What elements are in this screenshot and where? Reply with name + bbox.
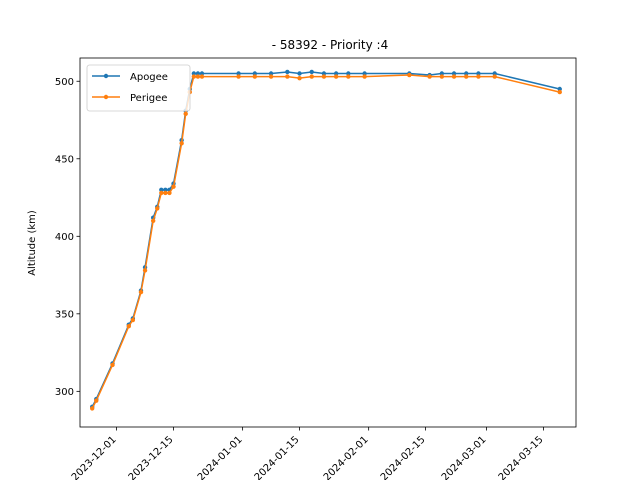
perigee-point: [427, 74, 432, 79]
perigee-point: [183, 111, 188, 117]
perigee-point: [252, 74, 258, 79]
perigee-point: [309, 74, 314, 79]
perigee-point: [110, 362, 115, 368]
perigee-point: [179, 141, 184, 146]
perigee-point: [130, 317, 136, 323]
apogee-point: [492, 71, 497, 76]
plot-area: [90, 69, 562, 411]
perigee-point: [199, 74, 205, 79]
apogee-point: [199, 71, 205, 76]
apogee-point: [195, 71, 201, 76]
perigee-point: [171, 184, 176, 189]
chart-title: - 58392 - Priority :4: [272, 38, 388, 52]
plot-frame: [79, 57, 577, 428]
perigee-point: [346, 74, 351, 79]
apogee-point: [309, 69, 314, 75]
legend-perigee-marker: [103, 94, 109, 100]
perigee-point: [492, 74, 497, 79]
perigee-point: [362, 74, 367, 79]
legend: Apogee Perigee: [86, 64, 191, 112]
apogee-point: [159, 187, 164, 192]
perigee-point: [451, 74, 457, 79]
apogee-point: [236, 71, 241, 76]
apogee-point: [163, 187, 168, 192]
apogee-point: [362, 71, 367, 76]
perigee-point: [167, 190, 172, 196]
perigee-point: [407, 72, 412, 78]
apogee-point: [191, 71, 197, 76]
apogee-point: [321, 71, 327, 76]
legend-apogee-label: Apogee: [130, 72, 168, 83]
y-tick-label: 400: [55, 232, 74, 243]
apogee-point: [346, 71, 351, 76]
perigee-point: [191, 74, 197, 79]
apogee-point: [297, 71, 302, 76]
perigee-point: [94, 398, 99, 403]
apogee-point: [252, 71, 258, 76]
perigee-point: [285, 74, 290, 79]
perigee-point: [155, 206, 160, 211]
perigee-point: [297, 75, 302, 81]
apogee-point: [333, 71, 339, 76]
perigee-point: [333, 74, 339, 79]
y-tick-label: 300: [55, 387, 74, 398]
apogee-point: [464, 71, 469, 76]
perigee-point: [557, 89, 562, 95]
perigee-point: [439, 74, 445, 79]
y-tick-label: 450: [55, 154, 74, 165]
apogee-point: [557, 86, 562, 92]
perigee-point: [126, 324, 131, 329]
y-tick-label: 350: [55, 309, 74, 320]
perigee-point: [236, 74, 241, 79]
perigee-point: [195, 74, 201, 79]
perigee-point: [321, 74, 327, 79]
apogee-point: [476, 71, 481, 76]
perigee-point: [138, 289, 144, 295]
perigee-point: [142, 268, 148, 273]
y-tick-label: 500: [55, 77, 74, 88]
apogee-point: [268, 71, 274, 76]
legend-apogee-marker: [103, 73, 109, 79]
apogee-point: [439, 71, 445, 76]
legend-perigee-label: Perigee: [130, 93, 167, 104]
apogee-point: [451, 71, 457, 76]
perigee-point: [150, 218, 156, 223]
perigee-point: [464, 74, 469, 79]
y-axis-label: Altitude (km): [27, 210, 38, 276]
perigee-point: [476, 74, 481, 79]
apogee-point: [285, 69, 290, 75]
perigee-point: [90, 406, 95, 411]
perigee-point: [163, 190, 168, 196]
perigee-point: [268, 74, 274, 79]
perigee-point: [159, 190, 164, 196]
